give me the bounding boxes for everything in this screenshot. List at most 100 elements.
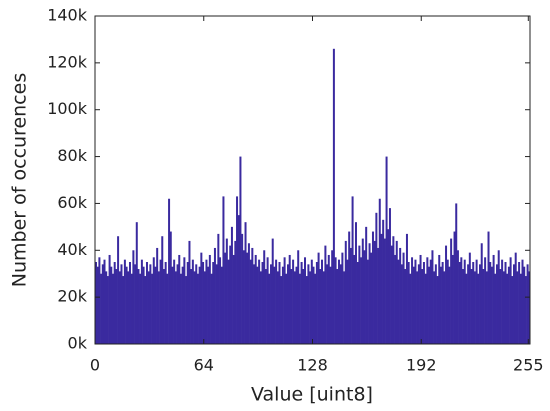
- bar: [122, 276, 125, 344]
- bar: [479, 264, 482, 344]
- bar: [409, 273, 412, 344]
- bar: [448, 266, 451, 344]
- bar: [98, 257, 101, 344]
- bar: [300, 262, 303, 344]
- bar: [487, 231, 490, 344]
- bar: [195, 264, 198, 344]
- bar: [190, 269, 193, 344]
- bar: [504, 262, 507, 344]
- bar: [229, 245, 232, 344]
- bar: [431, 250, 434, 344]
- bar: [336, 269, 339, 344]
- bar: [149, 264, 152, 344]
- bar: [317, 252, 320, 344]
- bar: [117, 236, 120, 344]
- bar: [513, 264, 516, 344]
- bar: [523, 266, 526, 344]
- bar: [259, 271, 262, 344]
- bar: [208, 254, 211, 344]
- bar: [424, 273, 427, 344]
- bar: [95, 262, 97, 344]
- bar: [200, 252, 203, 344]
- bar: [140, 259, 143, 344]
- bar: [297, 250, 300, 344]
- bar: [220, 266, 223, 344]
- bar: [445, 245, 448, 344]
- bar: [268, 273, 271, 344]
- bar: [188, 240, 191, 344]
- bar: [387, 229, 390, 344]
- bar: [270, 264, 273, 344]
- bar: [115, 269, 118, 344]
- bar: [490, 266, 493, 344]
- bar: [404, 269, 407, 344]
- bar: [110, 266, 113, 344]
- bar: [354, 222, 357, 344]
- bar: [383, 238, 386, 344]
- bar: [380, 233, 383, 344]
- bar: [281, 266, 284, 344]
- bar: [247, 243, 250, 344]
- bar: [256, 266, 259, 344]
- bar: [514, 252, 517, 344]
- bar: [516, 271, 519, 344]
- x-tick-label: 64: [194, 356, 214, 375]
- bar: [348, 231, 351, 344]
- bar: [439, 266, 442, 344]
- bar: [344, 240, 347, 344]
- bar: [305, 276, 308, 344]
- bar: [455, 203, 458, 344]
- bar: [371, 231, 374, 344]
- bar: [526, 264, 529, 344]
- bar: [361, 238, 364, 344]
- bar: [392, 236, 395, 344]
- bar: [283, 257, 286, 344]
- bar: [484, 257, 487, 344]
- bar: [186, 262, 189, 344]
- bar: [405, 233, 408, 344]
- bar: [467, 264, 470, 344]
- bar: [451, 254, 454, 344]
- bar: [171, 266, 174, 344]
- x-tick-label: 0: [90, 356, 100, 375]
- bar: [339, 264, 342, 344]
- bar: [518, 262, 521, 344]
- y-tick-label: 40k: [57, 240, 87, 259]
- bar: [96, 266, 99, 344]
- bar: [322, 271, 325, 344]
- bar: [217, 233, 220, 344]
- bar: [169, 231, 172, 344]
- bar: [164, 262, 167, 344]
- bar: [106, 276, 109, 344]
- bar: [524, 276, 527, 344]
- bar: [434, 264, 437, 344]
- bar: [480, 243, 483, 344]
- bar: [470, 269, 473, 344]
- bar: [324, 245, 327, 344]
- bar: [417, 264, 420, 344]
- bar: [421, 269, 424, 344]
- bar: [232, 254, 235, 344]
- bar: [496, 264, 499, 344]
- bar: [128, 262, 131, 344]
- bar: [304, 257, 307, 344]
- bar: [433, 271, 436, 344]
- bar: [458, 262, 461, 344]
- bar: [438, 254, 441, 344]
- bar: [312, 266, 315, 344]
- bar: [298, 273, 301, 344]
- bar: [477, 273, 480, 344]
- bar: [205, 259, 208, 344]
- bar: [118, 271, 121, 344]
- bar: [521, 259, 524, 344]
- bar: [499, 269, 502, 344]
- bar: [329, 266, 332, 344]
- bar: [278, 262, 281, 344]
- bar: [302, 269, 305, 344]
- bar: [134, 264, 137, 344]
- bar: [285, 273, 288, 344]
- bar: [191, 259, 194, 344]
- bar: [224, 252, 227, 344]
- y-tick-label: 80k: [57, 146, 87, 165]
- bar: [254, 254, 257, 344]
